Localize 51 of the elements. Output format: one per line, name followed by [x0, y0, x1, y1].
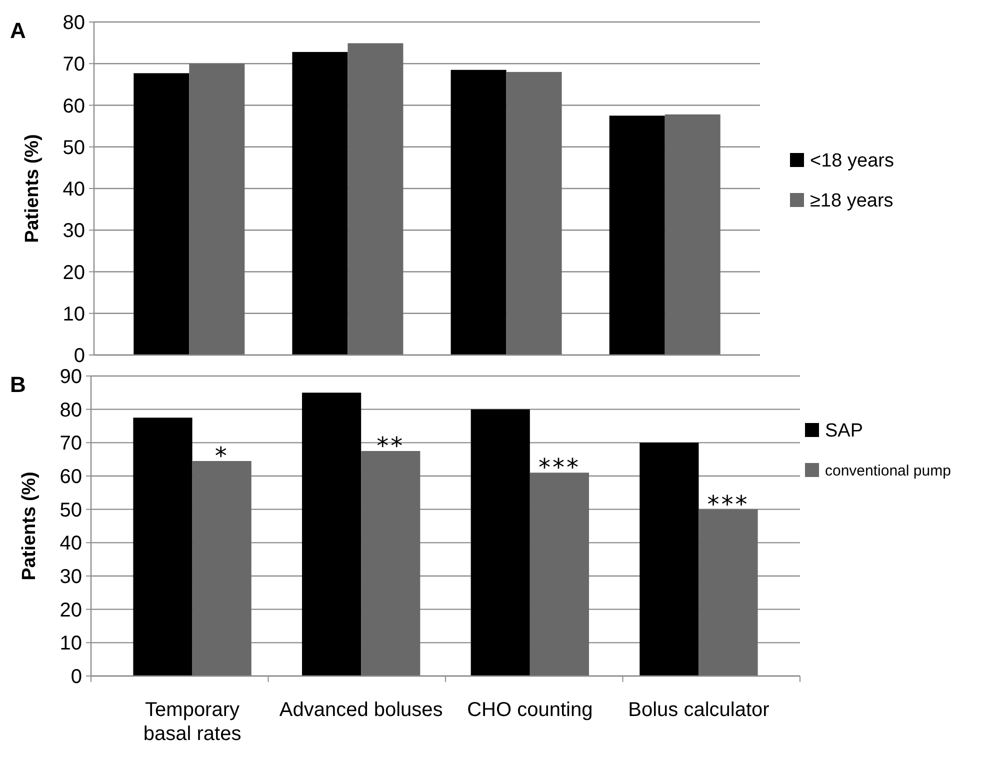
y-axis-title: Patients (%) — [19, 472, 40, 580]
y-tick-label: 20 — [62, 262, 85, 284]
bar — [192, 461, 252, 676]
x-tick-label: Temporary basal rates — [143, 699, 242, 745]
y-tick-label: 10 — [60, 632, 82, 655]
y-tick-label: 30 — [62, 220, 85, 242]
y-tick-label: 50 — [62, 136, 85, 159]
bar — [348, 43, 404, 355]
x-tick-label: Bolus calculator — [628, 699, 770, 721]
y-tick-label: 30 — [60, 566, 82, 588]
y-tick-label: 20 — [60, 599, 82, 622]
annotation: *** — [707, 490, 750, 518]
bar — [664, 114, 720, 355]
y-tick-label: 80 — [62, 12, 85, 34]
legend-label: SAP — [825, 420, 864, 442]
y-tick-label: 70 — [60, 432, 82, 455]
annotation: * — [214, 442, 229, 470]
bar — [189, 64, 245, 355]
y-tick-label: 40 — [62, 178, 85, 200]
legend-label: ≥18 years — [810, 190, 894, 212]
x-tick-label: Advanced boluses — [279, 699, 443, 721]
bar — [698, 509, 758, 676]
bar — [640, 442, 699, 676]
legend-label: conventional pump — [825, 462, 951, 480]
chart-title: B — [10, 372, 26, 397]
legend-label: <18 years — [810, 150, 894, 172]
chart-title: A — [10, 18, 26, 43]
bar — [133, 418, 192, 676]
y-tick-label: 70 — [62, 54, 85, 76]
y-axis-title: Patients (%) — [22, 134, 43, 243]
annotation: ** — [376, 432, 405, 460]
y-tick-label: 0 — [74, 345, 85, 367]
x-tick-label: CHO counting — [467, 699, 593, 721]
bar — [302, 392, 362, 676]
y-tick-label: 50 — [60, 499, 82, 522]
bar — [530, 472, 589, 676]
annotation: *** — [538, 454, 580, 482]
y-tick-label: 40 — [60, 532, 82, 555]
bar — [506, 72, 562, 355]
bar — [292, 52, 348, 355]
bar — [134, 73, 190, 355]
y-tick-label: 60 — [60, 466, 82, 488]
bar — [609, 116, 665, 355]
y-tick-label: 60 — [62, 95, 85, 118]
y-tick-label: 80 — [60, 399, 82, 422]
bar — [361, 451, 420, 676]
y-tick-label: 90 — [60, 366, 82, 388]
bar — [470, 409, 530, 676]
y-tick-label: 10 — [62, 303, 85, 326]
bar — [450, 70, 506, 355]
y-tick-label: 0 — [70, 666, 82, 688]
